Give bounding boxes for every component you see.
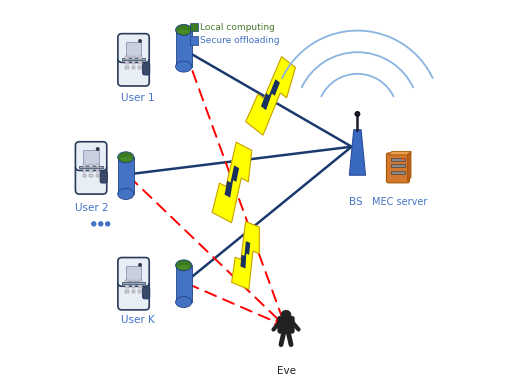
FancyBboxPatch shape xyxy=(118,257,149,286)
Bar xyxy=(89,174,93,177)
Bar xyxy=(122,58,146,60)
FancyBboxPatch shape xyxy=(76,165,107,194)
Bar xyxy=(89,169,93,172)
Bar xyxy=(83,164,87,167)
FancyBboxPatch shape xyxy=(386,153,409,183)
FancyBboxPatch shape xyxy=(142,287,150,299)
Polygon shape xyxy=(224,166,239,198)
Polygon shape xyxy=(212,142,252,223)
Bar xyxy=(96,164,99,167)
Ellipse shape xyxy=(118,188,134,200)
Bar xyxy=(118,157,134,194)
Bar xyxy=(392,157,405,161)
Bar xyxy=(83,174,87,177)
FancyBboxPatch shape xyxy=(118,281,149,310)
Bar xyxy=(132,290,135,293)
FancyBboxPatch shape xyxy=(100,171,107,183)
Bar xyxy=(392,164,405,168)
FancyBboxPatch shape xyxy=(76,142,107,171)
Polygon shape xyxy=(246,57,295,135)
Bar xyxy=(126,42,141,57)
Bar xyxy=(190,23,198,31)
Bar xyxy=(79,166,103,168)
Bar xyxy=(132,56,135,59)
FancyBboxPatch shape xyxy=(278,317,294,333)
Bar xyxy=(125,66,129,69)
Circle shape xyxy=(96,147,99,151)
Circle shape xyxy=(138,39,142,42)
Text: User K: User K xyxy=(121,315,154,325)
Circle shape xyxy=(91,221,96,227)
Bar xyxy=(132,280,135,283)
Bar xyxy=(138,285,142,288)
Polygon shape xyxy=(240,241,250,269)
Circle shape xyxy=(138,263,142,266)
Bar xyxy=(138,56,142,59)
Circle shape xyxy=(402,158,405,161)
Bar xyxy=(132,285,135,288)
FancyBboxPatch shape xyxy=(118,57,149,86)
Ellipse shape xyxy=(178,30,190,34)
Bar xyxy=(125,285,129,288)
Text: Secure offloading: Secure offloading xyxy=(200,36,280,45)
Bar xyxy=(132,61,135,64)
Circle shape xyxy=(355,112,360,117)
FancyBboxPatch shape xyxy=(118,34,149,63)
Bar xyxy=(125,61,129,64)
Ellipse shape xyxy=(120,157,132,161)
Circle shape xyxy=(281,310,291,320)
Bar xyxy=(138,66,142,69)
Bar xyxy=(176,30,192,66)
Bar xyxy=(176,266,192,302)
Text: BS: BS xyxy=(349,197,362,207)
Bar xyxy=(138,280,142,283)
Ellipse shape xyxy=(176,296,192,308)
Bar xyxy=(96,169,99,172)
Bar xyxy=(122,282,146,284)
Bar xyxy=(138,61,142,64)
Ellipse shape xyxy=(176,61,192,72)
Bar xyxy=(83,150,99,165)
Bar xyxy=(83,169,87,172)
Bar xyxy=(132,66,135,69)
Bar xyxy=(125,290,129,293)
Circle shape xyxy=(98,221,104,227)
Ellipse shape xyxy=(176,260,192,271)
Polygon shape xyxy=(232,222,260,290)
FancyBboxPatch shape xyxy=(142,63,150,75)
Bar xyxy=(96,174,99,177)
Polygon shape xyxy=(388,151,411,155)
Bar xyxy=(125,56,129,59)
Bar xyxy=(190,36,198,45)
Text: MEC server: MEC server xyxy=(372,197,427,207)
Text: User 1: User 1 xyxy=(121,93,154,103)
Bar xyxy=(89,164,93,167)
Bar xyxy=(125,280,129,283)
Text: Eve: Eve xyxy=(277,366,296,376)
Circle shape xyxy=(105,221,110,227)
Text: Local computing: Local computing xyxy=(200,22,275,32)
Ellipse shape xyxy=(118,152,134,163)
Ellipse shape xyxy=(178,265,190,269)
Bar xyxy=(126,266,141,281)
Ellipse shape xyxy=(176,24,192,36)
Bar xyxy=(138,290,142,293)
Text: User 2: User 2 xyxy=(76,203,109,213)
Polygon shape xyxy=(408,151,411,181)
Polygon shape xyxy=(349,130,366,175)
Polygon shape xyxy=(261,79,280,110)
Bar xyxy=(392,171,405,174)
